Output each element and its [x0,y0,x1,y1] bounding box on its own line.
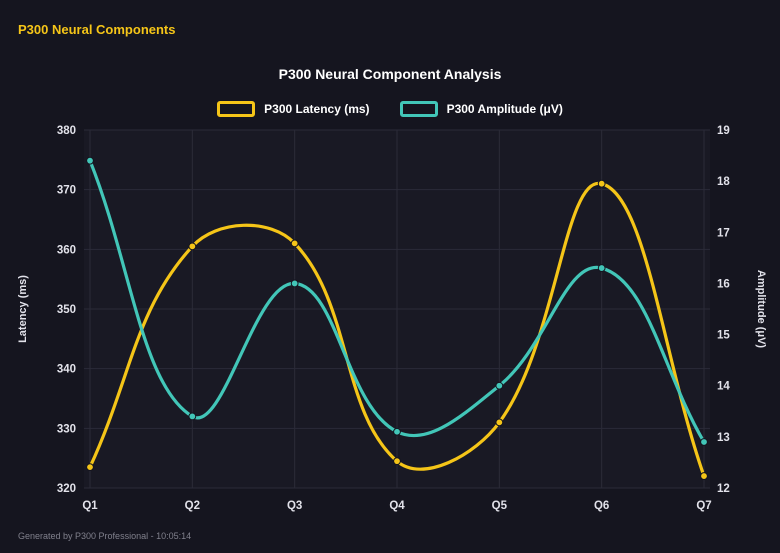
svg-text:Q6: Q6 [594,500,609,512]
svg-text:16: 16 [717,278,730,290]
svg-text:15: 15 [717,330,730,342]
legend-label-amplitude: P300 Amplitude (μV) [446,102,563,116]
svg-text:18: 18 [717,176,730,188]
svg-text:Amplitude (μV): Amplitude (μV) [755,270,767,349]
chart-title: P300 Neural Component Analysis [278,66,502,82]
chart-legend: P300 Latency (ms) P300 Amplitude (μV) [0,101,780,117]
svg-text:Q2: Q2 [185,500,200,512]
svg-text:Latency (ms): Latency (ms) [17,275,29,343]
svg-text:330: 330 [57,423,76,435]
svg-text:Q4: Q4 [389,500,405,512]
legend-item-amplitude[interactable]: P300 Amplitude (μV) [399,101,563,117]
svg-text:380: 380 [57,125,76,137]
svg-text:360: 360 [57,244,76,256]
svg-text:Q1: Q1 [82,500,98,512]
svg-text:370: 370 [57,185,76,197]
legend-label-latency: P300 Latency (ms) [264,102,370,116]
svg-text:320: 320 [57,483,76,495]
svg-text:14: 14 [717,381,730,393]
svg-text:Q7: Q7 [696,500,711,512]
svg-text:12: 12 [717,483,730,495]
app-title: P300 Neural Components [18,22,176,37]
amplitude-swatch-icon [399,101,438,117]
legend-item-latency[interactable]: P300 Latency (ms) [217,101,370,117]
latency-swatch-icon [217,101,256,117]
line-chart: 320 330 340 350 360 370 380 12 13 14 15 16 17 18 19 Q1 Q… [17,125,767,512]
svg-text:Q3: Q3 [287,500,302,512]
svg-text:19: 19 [717,125,730,137]
svg-text:13: 13 [717,432,730,444]
svg-text:Q5: Q5 [492,500,508,512]
svg-text:350: 350 [57,304,76,316]
svg-text:340: 340 [57,364,76,376]
svg-text:17: 17 [717,227,730,239]
footer-note: Generated by P300 Professional - 10:05:1… [18,531,192,541]
